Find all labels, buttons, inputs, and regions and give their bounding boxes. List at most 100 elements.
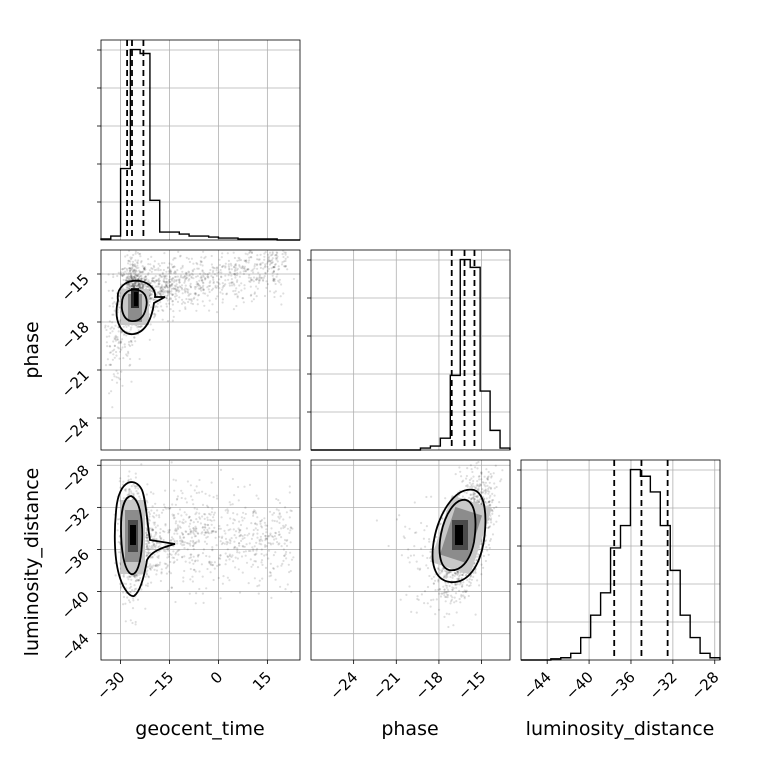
scatter-point — [226, 511, 229, 514]
scatter-point — [167, 280, 170, 283]
scatter-point — [131, 266, 134, 270]
scatter-point — [131, 285, 134, 288]
scatter-point — [139, 283, 142, 286]
scatter-point — [136, 492, 139, 495]
scatter-point — [469, 485, 472, 488]
scatter-point — [135, 274, 139, 277]
scatter-point — [466, 467, 469, 470]
scatter-point — [460, 475, 463, 478]
scatter-point — [168, 570, 171, 573]
scatter-point — [155, 544, 158, 547]
scatter-point — [456, 570, 460, 574]
scatter-point — [432, 598, 435, 601]
scatter-point — [166, 286, 169, 289]
scatter-point — [274, 578, 277, 581]
scatter-point — [163, 276, 166, 279]
scatter-point — [135, 573, 138, 576]
scatter-point — [252, 512, 255, 515]
scatter-point — [114, 574, 117, 577]
scatter-point — [244, 269, 247, 273]
scatter-point — [134, 277, 137, 280]
scatter-point — [212, 276, 215, 279]
scatter-point — [176, 526, 179, 529]
scatter-point — [240, 266, 243, 270]
scatter-point — [137, 325, 140, 328]
scatter-point — [146, 536, 149, 539]
scatter-point — [211, 549, 214, 552]
scatter-point — [155, 293, 158, 296]
scatter-point — [128, 270, 131, 273]
scatter-point — [232, 511, 235, 515]
scatter-point — [275, 508, 278, 511]
scatter-point — [258, 263, 261, 266]
scatter-point — [461, 573, 464, 576]
scatter-point — [475, 484, 478, 487]
scatter-point — [230, 281, 233, 284]
scatter-point — [204, 273, 207, 276]
scatter-point — [168, 552, 172, 556]
scatter-point — [176, 289, 179, 292]
scatter-point — [150, 535, 153, 538]
scatter-point — [470, 477, 473, 480]
scatter-point — [205, 536, 208, 539]
scatter-point — [243, 533, 246, 537]
scatter-point — [251, 268, 254, 271]
scatter-point — [169, 296, 172, 300]
scatter-point — [139, 274, 142, 278]
scatter-point — [490, 476, 493, 479]
scatter-point — [206, 535, 209, 538]
scatter-point — [187, 270, 190, 273]
scatter-point — [118, 518, 121, 521]
scatter-point — [493, 494, 496, 497]
scatter-point — [233, 256, 236, 260]
scatter-point — [160, 275, 163, 279]
scatter-point — [263, 252, 266, 255]
scatter-point — [134, 580, 137, 583]
scatter-point — [252, 514, 255, 517]
scatter-point — [469, 493, 472, 496]
scatter-point — [465, 584, 469, 587]
scatter-point — [213, 273, 216, 276]
scatter-point — [290, 526, 293, 530]
scatter-point — [167, 507, 170, 510]
scatter-point — [255, 278, 258, 281]
scatter-point — [178, 278, 181, 281]
scatter-point — [289, 526, 292, 529]
scatter-point — [443, 574, 446, 577]
scatter-point — [182, 580, 185, 583]
scatter-point — [133, 284, 136, 288]
scatter-point — [157, 290, 160, 294]
scatter-point — [483, 483, 486, 486]
scatter-point — [477, 484, 480, 487]
scatter-point — [255, 264, 259, 267]
scatter-point — [144, 531, 147, 534]
scatter-point — [137, 325, 140, 328]
contour-outer — [113, 481, 176, 597]
scatter-point — [196, 282, 199, 285]
scatter-point — [164, 282, 167, 285]
scatter-point — [201, 270, 204, 273]
scatter-point — [168, 272, 171, 275]
scatter-point — [190, 553, 193, 556]
scatter-point — [471, 497, 474, 500]
scatter-point — [439, 569, 442, 572]
scatter-point — [234, 262, 237, 266]
scatter-point — [159, 531, 162, 534]
scatter-point — [268, 571, 272, 574]
scatter-point — [163, 261, 166, 265]
scatter-point — [190, 536, 193, 539]
scatter-point — [177, 527, 180, 531]
scatter-point — [122, 591, 125, 594]
scatter-point — [443, 588, 446, 591]
scatter-point — [109, 327, 112, 330]
scatter-point — [129, 357, 132, 361]
scatter-point — [164, 289, 167, 293]
scatter-point — [208, 284, 212, 287]
scatter-point — [158, 535, 162, 538]
scatter-point — [139, 255, 142, 258]
scatter-point — [291, 527, 294, 530]
scatter-point — [198, 279, 201, 282]
scatter-point — [283, 260, 286, 263]
scatter-point — [432, 582, 435, 585]
x-tick-label: 15 — [249, 668, 275, 694]
